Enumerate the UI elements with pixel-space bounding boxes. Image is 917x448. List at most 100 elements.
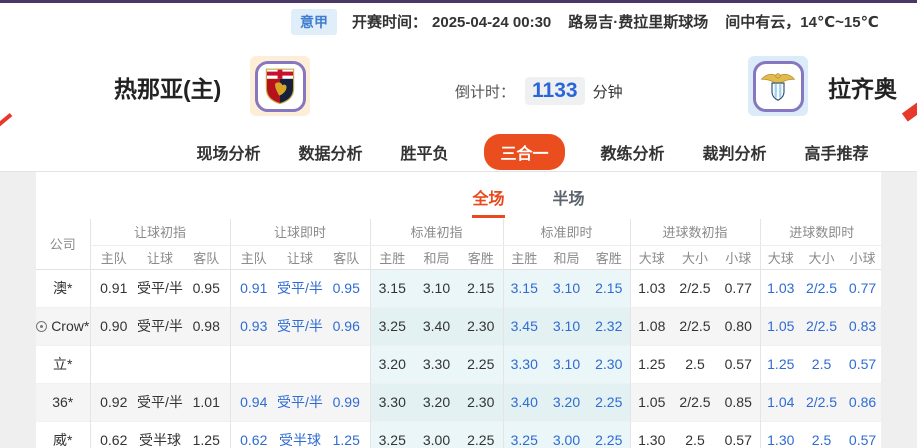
column-header: 大小 bbox=[673, 245, 717, 270]
kickoff-info: 开赛时间： 2025-04-24 00:30 路易吉·费拉里斯球场 间中有云，14℃~… bbox=[352, 11, 879, 32]
column-header: 和局 bbox=[545, 245, 588, 270]
odds-cell: 0.85 bbox=[717, 382, 761, 421]
odds-cell: 2.30 bbox=[459, 382, 503, 421]
column-header: 客队 bbox=[323, 245, 370, 270]
odds-cell: 1.25 bbox=[759, 344, 802, 383]
odds-cell: 受平/半 bbox=[137, 382, 183, 421]
odds-cell bbox=[323, 344, 370, 383]
odds-cell: 0.91 bbox=[89, 269, 137, 307]
column-header: 大球 bbox=[759, 245, 802, 270]
nav-tab-3[interactable]: 胜平负 bbox=[400, 146, 449, 163]
column-header: 客胜 bbox=[459, 245, 503, 270]
countdown-label: 倒计时： bbox=[455, 83, 516, 101]
odds-cell: 1.25 bbox=[183, 420, 230, 448]
odds-cell: 2.25 bbox=[459, 420, 503, 448]
scope-tab-1[interactable]: 全场 bbox=[472, 185, 505, 218]
odds-cell: 3.20 bbox=[369, 344, 414, 383]
nav-tab-2[interactable]: 数据分析 bbox=[298, 146, 363, 163]
odds-cell: 0.80 bbox=[717, 306, 761, 345]
odds-row: 立* 3.20 3.30 2.25 3.30 3.10 2.30 1.25 2.5 0.57 1.2… bbox=[36, 344, 881, 383]
odds-cell: 3.40 bbox=[414, 306, 459, 345]
odds-cell: 受平/半 bbox=[137, 280, 183, 296]
nav-tab-6[interactable]: 裁判分析 bbox=[702, 146, 767, 163]
odds-cell: 0.57 bbox=[842, 344, 881, 383]
nav-tab-5[interactable]: 教练分析 bbox=[600, 146, 665, 163]
lazio-crest-icon bbox=[752, 60, 804, 112]
odds-cell: 3.10 bbox=[414, 269, 459, 307]
odds-cell: 3.30 bbox=[369, 382, 414, 421]
top-accent-bar bbox=[0, 0, 917, 3]
column-header: 大球 bbox=[629, 245, 673, 270]
nav-bar-wrap: 现场分析 数据分析 胜平负 三合一 教练分析 裁判分析 高手推荐 bbox=[0, 133, 917, 172]
odds-cell: 2.15 bbox=[588, 269, 630, 307]
away-team-name: 拉齐奥 bbox=[828, 76, 897, 102]
weather: 间中有云，14℃~15℃ bbox=[725, 14, 879, 31]
column-header: 让球 bbox=[277, 245, 323, 270]
column-header: 主胜 bbox=[502, 245, 545, 270]
countdown-unit: 分钟 bbox=[592, 83, 623, 101]
odds-cell: 3.15 bbox=[369, 269, 414, 307]
group-header: 标准即时 bbox=[502, 219, 630, 246]
odds-cell bbox=[137, 344, 183, 383]
group-header: 标准初指 bbox=[369, 219, 503, 246]
odds-cell: 3.45 bbox=[502, 306, 545, 345]
odds-cell: 0.94 bbox=[229, 382, 277, 421]
odds-cell: 2.15 bbox=[459, 269, 503, 307]
odds-cell: 1.30 bbox=[759, 420, 802, 448]
content-area: 全场 半场 公司 让球初指 让球即时 标准初指 标准即时 进球数初指 进球数即时 主队 让球 客队主… bbox=[0, 172, 917, 448]
odds-card: 全场 半场 公司 让球初指 让球即时 标准初指 标准即时 进球数初指 进球数即时 主队 让球 客队主… bbox=[36, 172, 881, 448]
odds-cell: 1.05 bbox=[759, 306, 802, 345]
odds-cell: 0.98 bbox=[183, 306, 230, 345]
nav-tab-4[interactable]: 三合一 bbox=[484, 134, 565, 170]
column-header: 主队 bbox=[229, 245, 277, 270]
odds-cell: 0.62 bbox=[229, 420, 277, 448]
group-header: 进球数即时 bbox=[759, 219, 881, 246]
odds-cell bbox=[89, 344, 137, 383]
home-team-name: 热那亚(主) bbox=[114, 76, 222, 102]
countdown: 倒计时： 1133 分钟 bbox=[455, 77, 623, 105]
company-cell: 36* bbox=[36, 382, 90, 421]
odds-cell: 3.20 bbox=[545, 382, 588, 421]
odds-cell: 2.25 bbox=[588, 382, 630, 421]
odds-cell: 3.30 bbox=[414, 344, 459, 383]
column-header: 和局 bbox=[414, 245, 459, 270]
odds-row: 36* 0.92 受平/半 1.01 0.94 受平/半 0.99 3.30 3.20 2.30 3… bbox=[36, 382, 881, 421]
odds-cell: 0.92 bbox=[89, 382, 137, 421]
odds-cell: 2.32 bbox=[588, 306, 630, 345]
company-cell: 威* bbox=[36, 420, 90, 448]
nav-tab-1[interactable]: 现场分析 bbox=[196, 146, 261, 163]
odds-cell: 1.30 bbox=[629, 420, 673, 448]
odds-cell: 0.95 bbox=[192, 280, 220, 296]
odds-cell: 3.25 bbox=[369, 420, 414, 448]
company-header: 公司 bbox=[36, 219, 90, 270]
odds-cell: 受半球 bbox=[137, 420, 183, 448]
column-header: 主胜 bbox=[369, 245, 414, 270]
odds-cell: 3.10 bbox=[545, 306, 588, 345]
league-badge[interactable]: 意甲 bbox=[291, 8, 337, 35]
odds-cell: 0.83 bbox=[842, 306, 881, 345]
column-header: 小球 bbox=[842, 245, 881, 270]
away-team-logo bbox=[748, 56, 808, 116]
genoa-crest-icon bbox=[254, 60, 306, 112]
odds-cell: 0.91 bbox=[229, 269, 277, 307]
group-header: 让球初指 bbox=[89, 219, 230, 246]
odds-cell: 0.77 bbox=[848, 280, 877, 296]
odds-cell bbox=[183, 344, 230, 383]
odds-cell: 3.30 bbox=[502, 344, 545, 383]
odds-cell: 0.57 bbox=[717, 344, 761, 383]
odds-row: Crow* 0.90 受平/半 0.98 0.93 受平/半 0.96 3.25 3.40 2.3… bbox=[36, 306, 881, 345]
odds-cell: 0.86 bbox=[842, 382, 881, 421]
column-header: 小球 bbox=[717, 245, 761, 270]
odds-cell: 受平/半 bbox=[277, 306, 323, 345]
odds-cell: 2/2.5 bbox=[801, 382, 843, 421]
countdown-value: 1133 bbox=[525, 77, 585, 105]
column-header: 主队 bbox=[89, 245, 137, 270]
scope-tab-2[interactable]: 半场 bbox=[552, 191, 585, 208]
odds-cell: 受平/半 bbox=[277, 382, 323, 421]
odds-cell: 受平/半 bbox=[137, 306, 183, 345]
nav-tab-7[interactable]: 高手推荐 bbox=[804, 146, 869, 163]
odds-cell: 3.20 bbox=[414, 382, 459, 421]
odds-cell: 0.57 bbox=[842, 420, 881, 448]
odds-cell: 2.30 bbox=[459, 306, 503, 345]
company-cell: 澳* bbox=[53, 280, 73, 296]
